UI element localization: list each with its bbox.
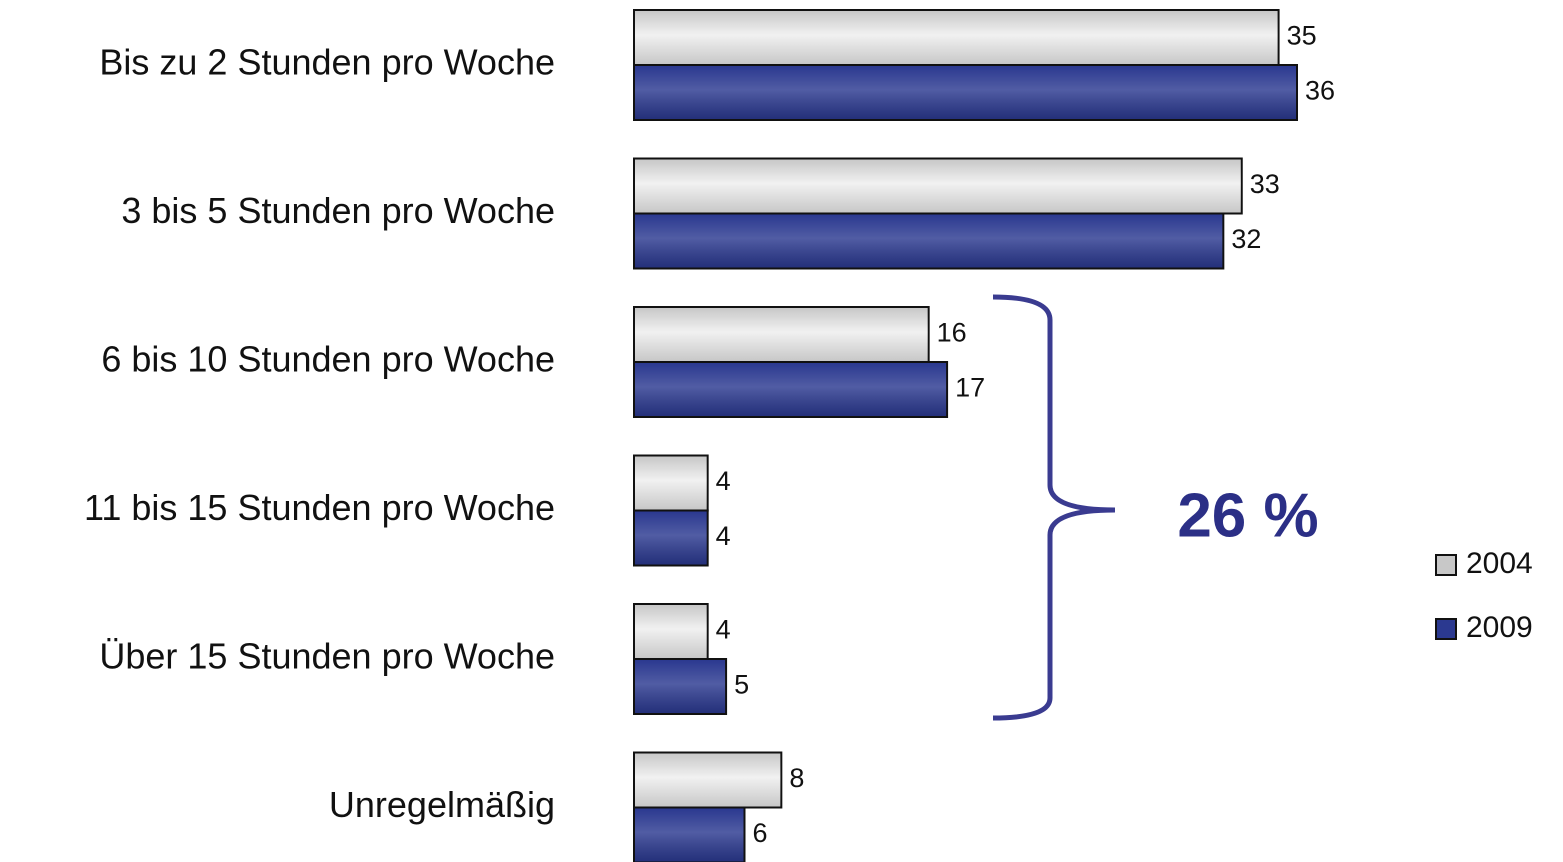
bar-shine (635, 808, 744, 862)
value-label: 4 (716, 466, 731, 496)
value-label: 32 (1231, 224, 1261, 254)
bar-shine (635, 66, 1296, 119)
bar-shine (635, 11, 1278, 64)
legend-label: 2004 (1466, 547, 1533, 580)
category-label: Unregelmäßig (329, 784, 555, 825)
value-label: 17 (955, 373, 985, 403)
bar-shine (635, 511, 707, 565)
bar-shine (635, 214, 1223, 268)
value-label: 36 (1305, 76, 1335, 106)
bar-shine (635, 660, 726, 713)
value-label: 33 (1250, 169, 1280, 199)
value-label: 35 (1287, 21, 1317, 51)
category-label: 11 bis 15 Stunden pro Woche (84, 487, 555, 528)
bar-shine (635, 456, 707, 510)
bar-shine (635, 363, 947, 416)
value-label: 6 (753, 818, 768, 848)
value-label: 4 (716, 615, 731, 645)
category-label: 6 bis 10 Stunden pro Woche (101, 339, 555, 380)
bar-shine (635, 159, 1241, 213)
bar-shine (635, 605, 707, 658)
legend-swatch (1435, 554, 1457, 576)
bar-shine (635, 308, 928, 361)
value-label: 4 (716, 521, 731, 551)
value-label: 16 (937, 318, 967, 348)
annotation: 26 % (1177, 481, 1318, 550)
value-label: 5 (734, 670, 749, 700)
bar-shine (635, 753, 781, 807)
value-label: 8 (789, 763, 804, 793)
legend-label: 2009 (1466, 611, 1533, 644)
category-label: 3 bis 5 Stunden pro Woche (121, 190, 555, 231)
brace (992, 294, 1116, 721)
category-label: Bis zu 2 Stunden pro Woche (99, 42, 555, 83)
category-label: Über 15 Stunden pro Woche (99, 636, 555, 677)
legend-swatch (1435, 618, 1457, 640)
